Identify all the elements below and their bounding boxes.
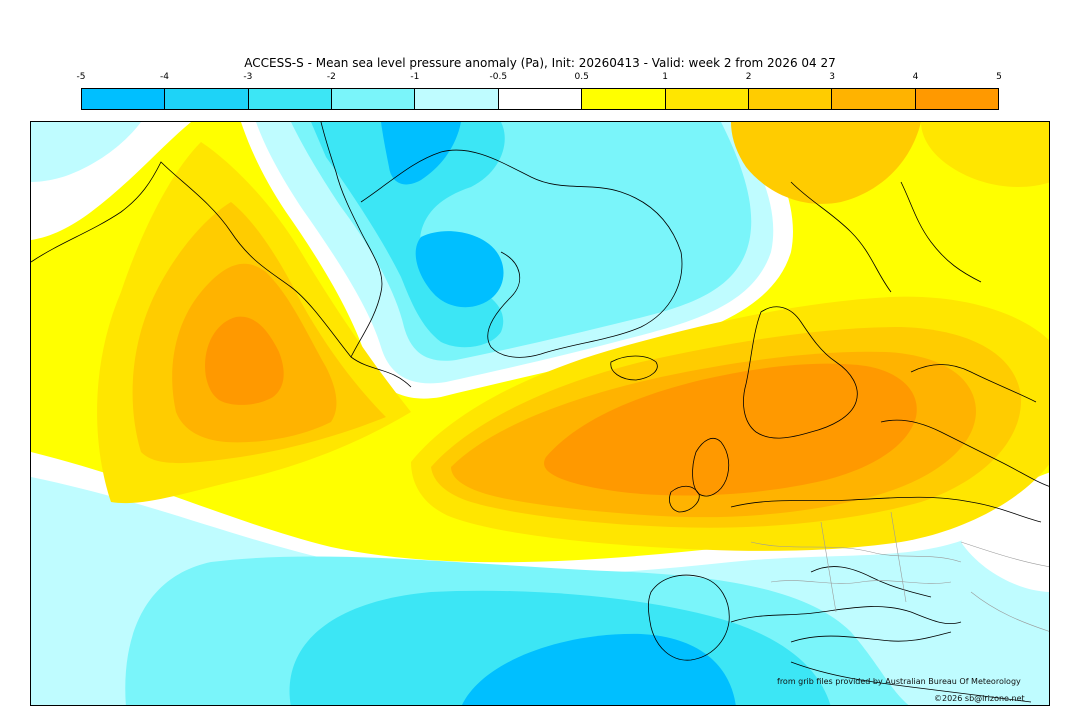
colorbar-segment xyxy=(248,89,333,109)
colorbar-legend xyxy=(81,88,999,110)
colorbar-tick-label: 2 xyxy=(745,72,752,82)
colorbar-tick-label: 1 xyxy=(662,72,669,82)
coastlines xyxy=(31,122,1049,703)
anomaly-map xyxy=(31,122,1049,705)
contour-strong-blue-greenland xyxy=(415,231,504,308)
colorbar-segment xyxy=(582,89,666,109)
colorbar-tick-label: -4 xyxy=(159,72,169,82)
colorbar-segment xyxy=(165,89,249,109)
contour-orange-northeast xyxy=(731,122,921,204)
colorbar-segment xyxy=(915,89,998,109)
source-credit: from grib files provided by Australian B… xyxy=(777,677,1021,686)
contour-strong-blue-north xyxy=(381,122,461,185)
copyright-credit: ©2026 sb@irizone.net xyxy=(934,694,1025,703)
colorbar-segment xyxy=(832,89,916,109)
contour-orange-dark-west xyxy=(205,316,284,405)
colorbar-segment xyxy=(748,89,833,109)
contour-orange-light-northeast xyxy=(921,122,1049,187)
country-borders xyxy=(750,511,1049,632)
colorbar-tick-label: -2 xyxy=(326,72,336,82)
colorbar-segment xyxy=(665,89,749,109)
colorbar-tick-label: -0.5 xyxy=(489,72,508,82)
colorbar-tick-label: 5 xyxy=(996,72,1002,82)
chart-title: ACCESS-S - Mean sea level pressure anoma… xyxy=(244,56,836,70)
contour-pale-blue-nw xyxy=(31,122,141,182)
map-frame: from grib files provided by Australian B… xyxy=(30,121,1050,706)
colorbar-segment xyxy=(498,89,583,109)
colorbar-tick-label: -1 xyxy=(410,72,420,82)
colorbar-tick-label: 4 xyxy=(912,72,919,82)
contour-orange-dark-east xyxy=(544,363,917,496)
colorbar-tick-label: 3 xyxy=(829,72,835,82)
colorbar-tick-label: 0.5 xyxy=(574,72,589,82)
colorbar-tick-label: -5 xyxy=(76,72,86,82)
colorbar-tick-labels: -5 -4 -3 -2 -1 -0.5 0.5 1 2 3 4 5 xyxy=(0,72,1080,84)
colorbar-segment xyxy=(82,89,166,109)
colorbar-tick-label: -3 xyxy=(243,72,253,82)
contour-strong-blue-south xyxy=(462,633,736,705)
colorbar-segment xyxy=(415,89,499,109)
colorbar-segment xyxy=(332,89,416,109)
